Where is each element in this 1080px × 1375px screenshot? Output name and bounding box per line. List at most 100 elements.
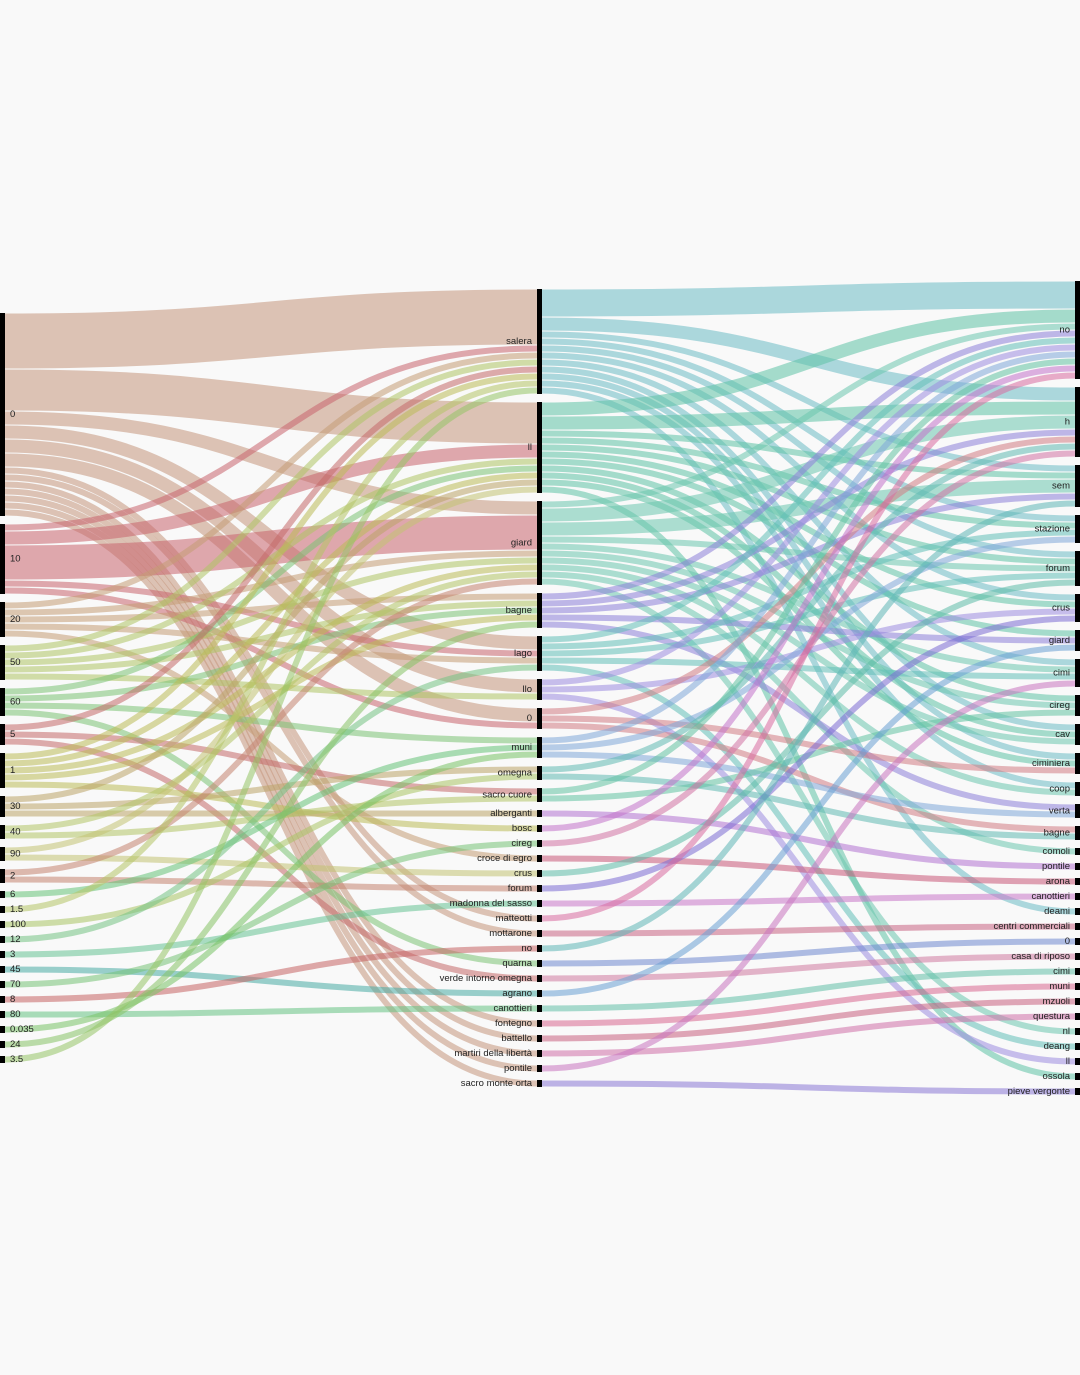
node-label: alberganti [490, 808, 532, 819]
link [4, 587, 538, 729]
node-label: ciminiera [1032, 758, 1071, 769]
node [0, 921, 5, 928]
node-label: lago [514, 648, 532, 659]
link [541, 657, 1076, 680]
node-label: crus [1052, 603, 1070, 614]
link [541, 479, 1076, 536]
node-label: mottarone [489, 928, 532, 939]
link [541, 968, 1076, 1012]
node [1075, 753, 1080, 774]
node [0, 1041, 5, 1048]
link [4, 465, 538, 695]
node [1075, 1073, 1080, 1080]
node-label: 60 [10, 697, 21, 708]
node [0, 724, 5, 745]
link [4, 738, 538, 982]
node [1075, 387, 1080, 457]
node [0, 524, 5, 594]
node-label: cimi [1053, 668, 1070, 679]
node [1075, 551, 1080, 586]
node-label: 12 [10, 934, 21, 945]
node [1075, 1058, 1080, 1065]
node-label: salera [506, 336, 533, 347]
link [4, 359, 538, 652]
link [4, 607, 538, 702]
link [541, 323, 1076, 508]
node [1075, 968, 1080, 975]
link [541, 810, 1076, 870]
node [1075, 594, 1080, 622]
node [0, 906, 5, 913]
link [4, 840, 538, 988]
node-label: 5 [10, 729, 15, 740]
node [1075, 782, 1080, 796]
link [541, 338, 1076, 522]
node [537, 900, 542, 907]
node-label: pontile [504, 1063, 532, 1074]
node [1075, 893, 1080, 900]
node-label: cireg [1049, 700, 1070, 711]
node [537, 289, 542, 394]
node-label: madonna del sasso [450, 898, 532, 909]
link [4, 373, 538, 760]
link [4, 380, 538, 913]
node-label: canottieri [1031, 891, 1070, 902]
link [541, 479, 1076, 767]
link [4, 387, 538, 1063]
node-label: martiri della libertà [454, 1048, 532, 1059]
link [4, 966, 538, 997]
node-label: comoli [1043, 846, 1070, 857]
link [541, 680, 1076, 1072]
node [1075, 953, 1080, 960]
node [537, 885, 542, 892]
node-label: ll [528, 442, 532, 453]
node [537, 1080, 542, 1087]
link [4, 900, 538, 958]
node [1075, 878, 1080, 885]
labels: 0 10 20 50 60 5 1 30 40 90 2 6 1.5 100 12 3 45 70 8 80 0.035… [10, 325, 1071, 1098]
node-label: 0.035 [10, 1024, 34, 1035]
link [541, 615, 1076, 892]
node [1075, 998, 1080, 1005]
node [537, 810, 542, 817]
node-label: forum [1046, 563, 1070, 574]
node-label: nl [1063, 1026, 1070, 1037]
link [4, 444, 538, 545]
node-label: quarna [502, 958, 532, 969]
link [541, 344, 1076, 686]
node-label: croce di egro [477, 853, 532, 864]
link [541, 337, 1076, 643]
node [1075, 804, 1080, 818]
node-label: crus [514, 868, 532, 879]
link [541, 443, 1076, 773]
node-label: sacro monte orta [461, 1078, 533, 1089]
node-label: 70 [10, 979, 21, 990]
link [541, 372, 1076, 922]
link [541, 773, 1076, 840]
node-label: 2 [10, 871, 15, 882]
link [4, 352, 538, 609]
link [541, 664, 1076, 1050]
node [537, 1005, 542, 1012]
link [4, 1005, 538, 1018]
node-label: sacro cuore [482, 790, 532, 801]
link [541, 722, 1076, 833]
node [0, 688, 5, 716]
link [4, 453, 538, 722]
node [1075, 923, 1080, 930]
link [541, 893, 1076, 907]
node-label: 0 [1065, 936, 1070, 947]
node-label: 45 [10, 964, 21, 975]
link [4, 751, 538, 1033]
node-label: centri commerciali [993, 921, 1070, 932]
node-label: stazione [1035, 524, 1070, 535]
link [4, 744, 538, 898]
link [541, 352, 1076, 601]
node [0, 981, 5, 988]
link [541, 621, 1076, 811]
node [1075, 1043, 1080, 1050]
node [537, 990, 542, 997]
node-label: coop [1049, 784, 1070, 795]
node-label: deang [1044, 1041, 1070, 1052]
